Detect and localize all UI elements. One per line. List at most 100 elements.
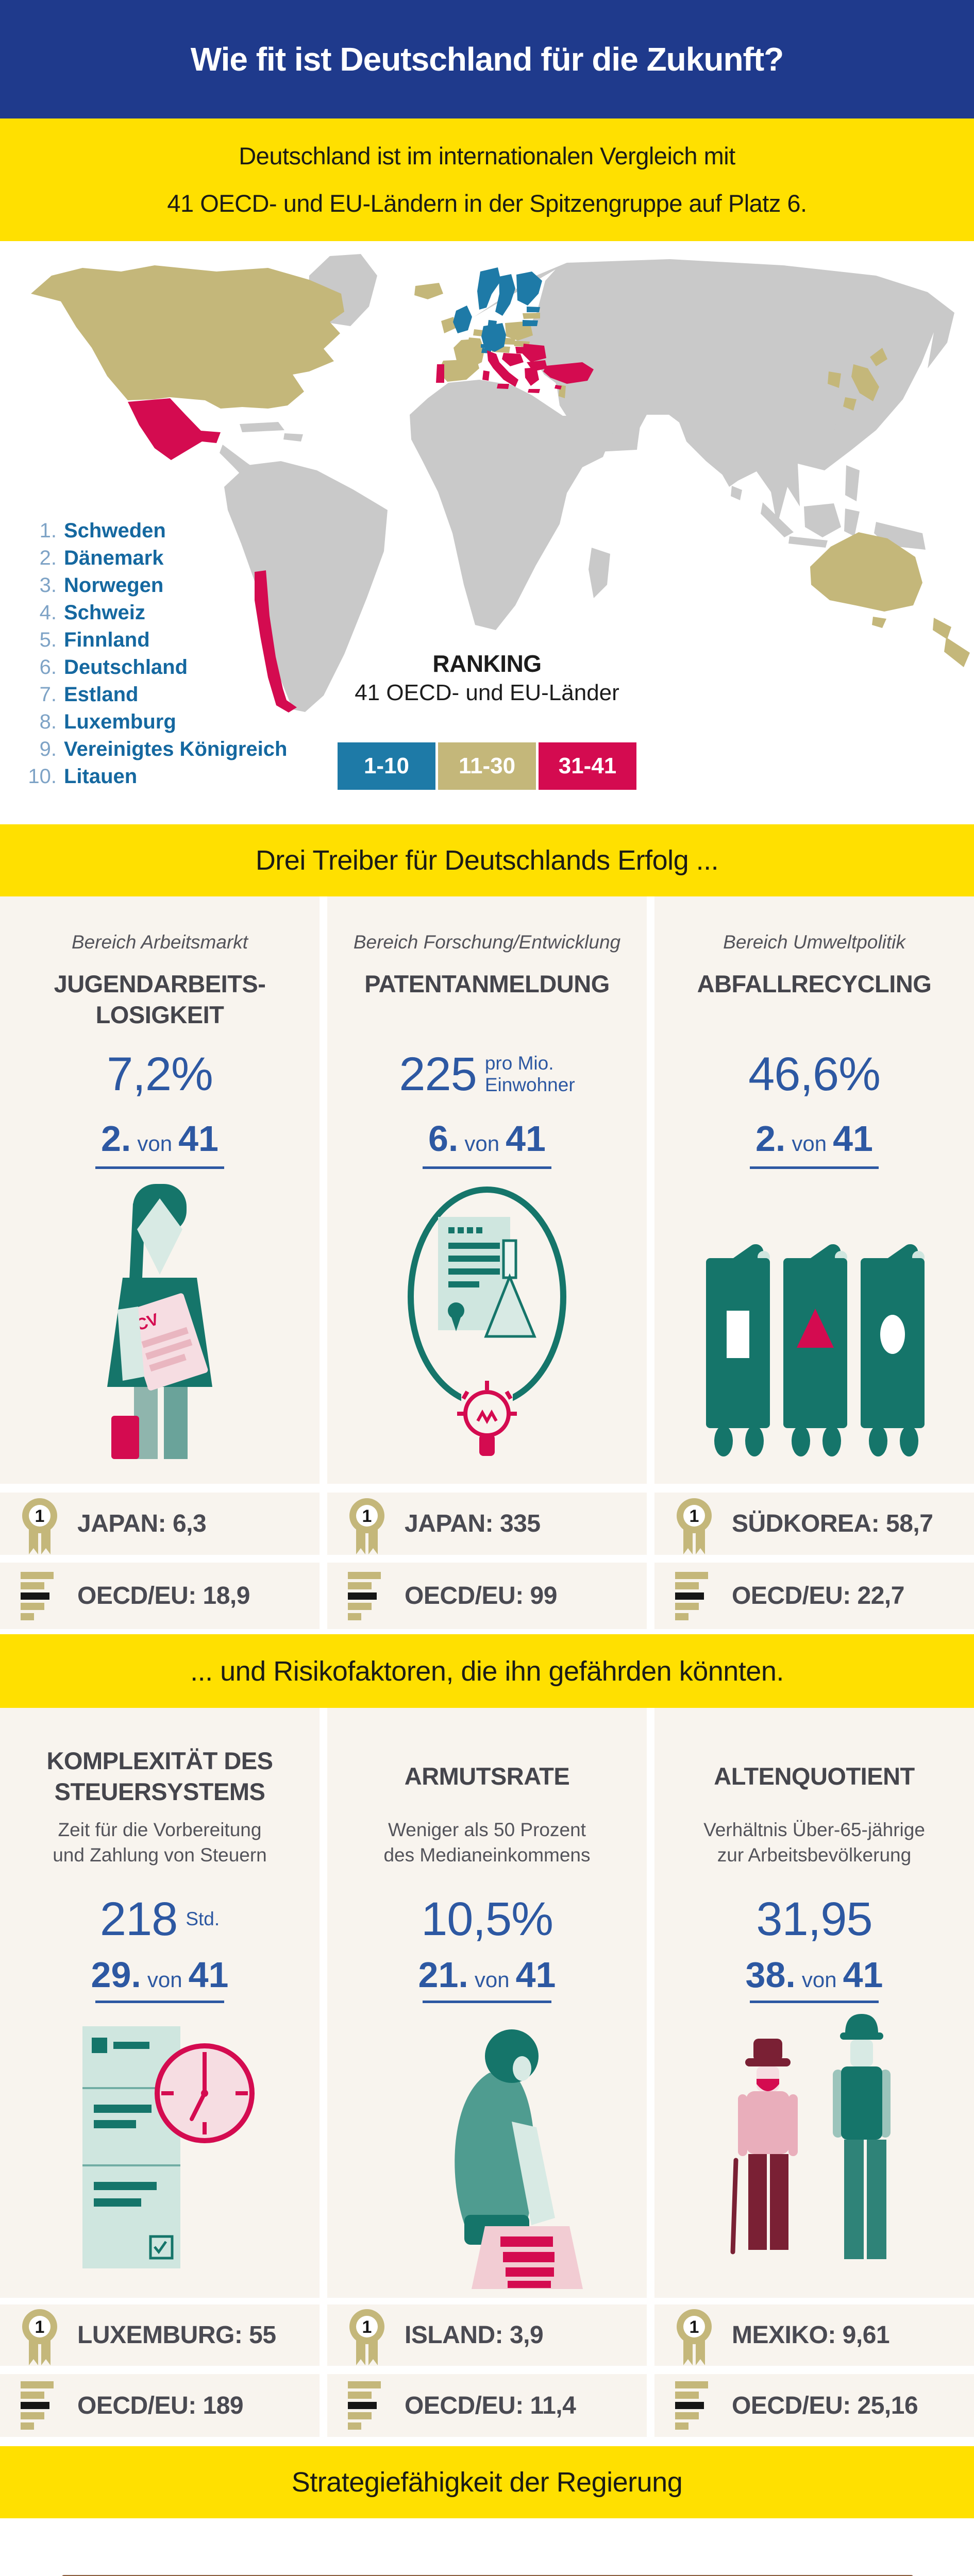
driver-card-recycling: Bereich Umweltpolitik ABFALLRECYCLING 46… — [654, 896, 974, 1484]
country-rank: 5. — [39, 629, 57, 651]
leader-row: 1 JAPAN: 6,3 — [0, 1493, 320, 1555]
average-bars-icon — [675, 2381, 708, 2430]
rank-underline — [423, 1166, 551, 1169]
rank-underline — [95, 2001, 224, 2003]
leader-row: 1 LUXEMBURG: 55 — [0, 2304, 320, 2366]
medal-first-place-icon: 1 — [349, 2309, 384, 2365]
country-name: Estland — [64, 683, 139, 706]
patent-flask-bulb-icon — [384, 1181, 590, 1472]
average-value: OECD/EU: 18,9 — [77, 1582, 250, 1609]
card-title: KOMPLEXITÄT DES STEUERSYSTEMS — [46, 1747, 273, 1805]
leader-row: 1 MEXIKO: 9,61 — [654, 2304, 974, 2366]
average-value: OECD/EU: 99 — [405, 1582, 557, 1609]
leader-row: 1 ISLAND: 3,9 — [327, 2304, 647, 2366]
strategy-section: 29. von 41 Ist die Regierung institution… — [0, 2518, 974, 2576]
rank-line: 29. von 41 — [91, 1955, 229, 1995]
area-label: Bereich Umweltpolitik — [723, 931, 905, 953]
poverty-person-icon — [384, 2011, 590, 2294]
leader-value: ISLAND: 3,9 — [405, 2321, 544, 2349]
drivers-banner-text: Drei Treiber für Deutschlands Erfolg ... — [255, 845, 719, 876]
average-row: OECD/EU: 22,7 — [654, 1563, 974, 1629]
rank-underline — [750, 2001, 879, 2003]
country-name: Deutschland — [64, 656, 188, 679]
strategy-banner-text: Strategiefähigkeit der Regierung — [291, 2467, 683, 2498]
card-subtitle: Weniger als 50 Prozent des Medianeinkomm… — [383, 1819, 591, 1866]
country-rank: 7. — [39, 683, 57, 706]
risk-card-poverty-rate: ARMUTSRATE Weniger als 50 Prozent des Me… — [327, 1708, 647, 2298]
intro-banner: Deutschland ist im internationalen Vergl… — [0, 118, 974, 241]
leader-value: JAPAN: 6,3 — [77, 1510, 207, 1537]
rank-line: 21. von 41 — [418, 1955, 556, 1995]
list-item: 3. Norwegen — [21, 574, 287, 601]
average-row: OECD/EU: 18,9 — [0, 1563, 320, 1629]
medal-first-place-icon: 1 — [349, 1498, 384, 1554]
list-item: 2. Dänemark — [21, 547, 287, 574]
country-rank: 9. — [39, 738, 57, 760]
medal-rank-number: 1 — [690, 2317, 699, 2337]
average-bars-icon — [348, 1572, 381, 1620]
card-subtitle: Zeit für die Vorbereitung und Zahlung vo… — [53, 1819, 267, 1866]
area-label: Bereich Arbeitsmarkt — [71, 931, 248, 953]
average-value: OECD/EU: 22,7 — [732, 1582, 904, 1609]
average-value: OECD/EU: 11,4 — [405, 2392, 576, 2419]
rank-underline — [423, 2001, 551, 2003]
country-rank: 4. — [39, 601, 57, 624]
card-title: JUGENDARBEITS- LOSIGKEIT — [54, 970, 266, 1028]
card-subtitle: Verhältnis Über-65-jährige zur Arbeitsbe… — [703, 1819, 925, 1866]
card-title: ALTENQUOTIENT — [714, 1762, 915, 1790]
list-item: 1. Schweden — [21, 519, 287, 547]
legend-swatches: 1-10 11-30 31-41 — [338, 742, 636, 790]
list-item: 4. Schweiz — [21, 601, 287, 629]
medal-rank-number: 1 — [362, 2317, 372, 2337]
list-item: 6. Deutschland — [21, 656, 287, 683]
medal-first-place-icon: 1 — [22, 2309, 57, 2365]
country-name: Schweden — [64, 519, 166, 542]
drivers-banner: Drei Treiber für Deutschlands Erfolg ... — [0, 824, 974, 896]
elderly-workers-icon — [701, 2011, 928, 2294]
world-map-section: 1. Schweden 2. Dänemark 3. Norwegen 4. Schwe… — [0, 241, 974, 824]
average-value: OECD/EU: 25,16 — [732, 2392, 918, 2419]
country-rank: 3. — [39, 574, 57, 597]
list-item: 5. Finnland — [21, 629, 287, 656]
ranking-legend: RANKING 41 OECD- und EU-Länder 1-10 11-3… — [338, 651, 636, 790]
rank-underline — [750, 1166, 879, 1169]
country-rank: 6. — [39, 656, 57, 679]
map-land-other — [220, 254, 954, 712]
tax-forms-clock-icon — [57, 2011, 263, 2294]
average-bars-icon — [348, 2381, 381, 2430]
stat-value: 10,5% — [421, 1892, 553, 1945]
rank-line: 2. von 41 — [755, 1118, 873, 1159]
average-row: OECD/EU: 25,16 — [654, 2374, 974, 2437]
rank-line: 2. von 41 — [101, 1118, 219, 1159]
risks-banner-text: ... und Risikofaktoren, die ihn gefährde… — [190, 1655, 784, 1687]
average-row: OECD/EU: 99 — [327, 1563, 647, 1629]
country-name: Dänemark — [64, 547, 164, 569]
average-bars-icon — [675, 1572, 708, 1620]
medal-first-place-icon: 1 — [677, 2309, 712, 2365]
medal-first-place-icon: 1 — [677, 1498, 712, 1554]
country-rank: 2. — [39, 547, 57, 569]
driver-card-youth-unemployment: Bereich Arbeitsmarkt JUGENDARBEITS- LOSI… — [0, 896, 320, 1484]
map-group-11-30 — [31, 265, 970, 667]
map-group-1-10 — [453, 267, 542, 353]
medal-first-place-icon: 1 — [22, 1498, 57, 1554]
list-item: 10. Litauen — [21, 765, 287, 792]
driver-card-patents: Bereich Forschung/Entwicklung PATENTANME… — [327, 896, 647, 1484]
country-name: Finnland — [64, 629, 150, 651]
chalkboard-frame — [62, 2575, 913, 2576]
list-item: 9. Vereinigtes Königreich — [21, 738, 288, 765]
medal-rank-number: 1 — [35, 2317, 45, 2337]
risk-card-tax-complexity: KOMPLEXITÄT DES STEUERSYSTEMS Zeit für d… — [0, 1708, 320, 2298]
leader-value: SÜDKOREA: 58,7 — [732, 1510, 933, 1537]
legend-swatch-1-10: 1-10 — [338, 742, 435, 790]
medal-rank-number: 1 — [362, 1506, 372, 1526]
card-title: ARMUTSRATE — [404, 1762, 570, 1790]
stat-value: 225 pro Mio. Einwohner — [399, 1047, 575, 1100]
area-label: Bereich Forschung/Entwicklung — [353, 931, 621, 953]
page-title: Wie fit ist Deutschland für die Zukunft? — [190, 41, 784, 78]
country-name: Luxemburg — [64, 710, 176, 733]
country-rank: 1. — [39, 519, 57, 542]
average-row: OECD/EU: 11,4 — [327, 2374, 647, 2437]
recycling-bins-icon — [701, 1181, 928, 1472]
